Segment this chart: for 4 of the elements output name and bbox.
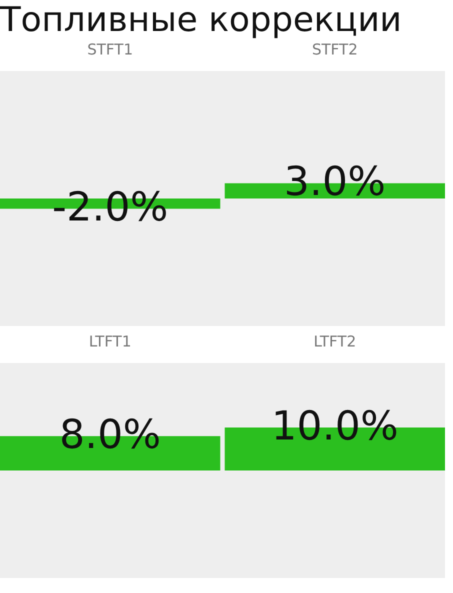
- x-tick-label: LTFT2: [314, 332, 356, 350]
- x-tick-label: STFT2: [312, 40, 358, 58]
- x-tick-label: STFT1: [87, 40, 134, 58]
- x-tick-label: LTFT1: [88, 332, 132, 350]
